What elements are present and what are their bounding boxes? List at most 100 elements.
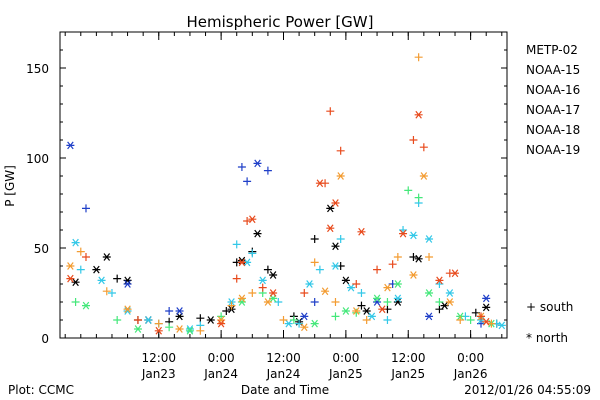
data-point-north	[300, 323, 309, 332]
data-point-north	[133, 325, 142, 333]
data-point-south	[248, 249, 257, 258]
data-point-north	[269, 289, 278, 297]
x-tick-date-label: Jan24	[203, 367, 238, 381]
data-point-north	[482, 294, 491, 303]
data-point-north	[435, 276, 444, 285]
data-point-south	[336, 146, 345, 155]
data-point-south	[409, 253, 418, 261]
data-point-south	[258, 283, 267, 292]
data-point-south	[362, 316, 371, 324]
data-point-north	[393, 294, 402, 303]
x-tick-date-label: Jan25	[390, 367, 425, 381]
data-point-south	[414, 53, 423, 62]
data-point-north	[419, 172, 428, 180]
data-point-south	[331, 298, 340, 306]
x-tick-time-label: 0:00	[332, 351, 359, 365]
data-point-north	[97, 276, 106, 285]
data-point-north	[237, 294, 246, 303]
data-point-south	[165, 307, 174, 315]
data-point-south	[419, 143, 428, 152]
data-point-south	[404, 186, 413, 195]
x-tick-date-label: Jan25	[328, 367, 363, 381]
data-point-south	[76, 265, 85, 274]
data-point-south	[310, 298, 319, 306]
legend-north-symbol: * north	[526, 331, 568, 345]
data-point-north	[206, 316, 215, 324]
data-point-north	[237, 298, 246, 306]
data-point-north	[71, 238, 80, 247]
data-point-north	[263, 298, 272, 306]
data-point-north	[341, 307, 350, 315]
data-point-south	[388, 260, 397, 269]
data-point-south	[487, 319, 496, 328]
legend-entry: NOAA-16	[526, 83, 580, 97]
data-point-north	[362, 307, 371, 315]
data-point-north	[175, 325, 184, 333]
x-tick-date-label: Jan24	[266, 367, 301, 381]
y-tick-label: 100	[26, 152, 49, 166]
data-point-south	[222, 307, 231, 315]
data-point-south	[357, 301, 366, 310]
y-tick-label: 150	[26, 62, 49, 76]
data-point-north	[425, 289, 434, 297]
data-point-south	[113, 274, 122, 283]
data-point-south	[81, 204, 90, 213]
data-point-south	[466, 316, 475, 324]
data-point-south	[248, 289, 257, 297]
data-point-north	[123, 280, 132, 288]
plot-frame	[59, 31, 508, 339]
data-point-north	[81, 301, 90, 310]
data-point-south	[383, 298, 392, 306]
data-point-south	[326, 107, 335, 116]
x-tick-time-label: 12:00	[266, 351, 301, 365]
data-point-south	[243, 177, 252, 186]
data-point-north	[378, 305, 387, 314]
data-point-south	[263, 265, 272, 274]
data-point-south	[352, 308, 361, 317]
data-point-north	[123, 276, 132, 285]
data-point-north	[66, 262, 75, 270]
data-point-north	[284, 319, 293, 328]
data-point-south	[310, 235, 319, 243]
footer-timestamp: 2012/01/26 04:55:09	[464, 383, 591, 397]
data-point-north	[300, 312, 309, 321]
data-point-south	[310, 258, 319, 267]
data-point-north	[399, 229, 408, 238]
data-point-north	[367, 312, 376, 321]
data-point-south	[300, 289, 309, 297]
data-point-south	[71, 298, 80, 306]
data-point-south	[352, 280, 361, 288]
data-point-north	[414, 254, 423, 263]
data-point-south	[414, 193, 423, 202]
data-point-north	[409, 271, 418, 279]
data-point-north	[258, 276, 267, 285]
data-point-north	[383, 283, 392, 292]
data-point-south	[477, 312, 486, 321]
data-point-north	[217, 319, 226, 328]
legend-entry: NOAA-19	[526, 143, 580, 157]
data-point-north	[341, 276, 350, 285]
x-tick-time-label: 0:00	[457, 351, 484, 365]
data-point-south	[237, 163, 246, 171]
data-point-north	[331, 199, 340, 207]
footer-plot-source: Plot: CCMC	[8, 383, 74, 397]
data-point-south	[383, 316, 392, 324]
data-point-north	[102, 253, 111, 261]
data-point-north	[352, 307, 361, 315]
legend: METP-02 NOAA-15 NOAA-16 NOAA-17 NOAA-18 NOAA-…	[526, 43, 580, 157]
legend-entry: NOAA-15	[526, 63, 580, 77]
x-tick-date-label: Jan23	[141, 367, 176, 381]
x-tick-time-label: 12:00	[391, 351, 426, 365]
data-point-south	[373, 265, 382, 274]
data-point-south	[196, 314, 205, 323]
data-point-north	[409, 231, 418, 240]
data-point-south	[113, 316, 122, 324]
data-point-south	[196, 326, 205, 335]
data-point-south	[357, 289, 366, 297]
y-axis: 0 50 100 150	[26, 49, 507, 346]
data-point-south	[263, 166, 272, 175]
x-tick-date-label: Jan26	[453, 367, 488, 381]
data-point-south	[165, 323, 174, 332]
data-point-south	[102, 287, 111, 296]
data-point-north	[123, 305, 132, 314]
